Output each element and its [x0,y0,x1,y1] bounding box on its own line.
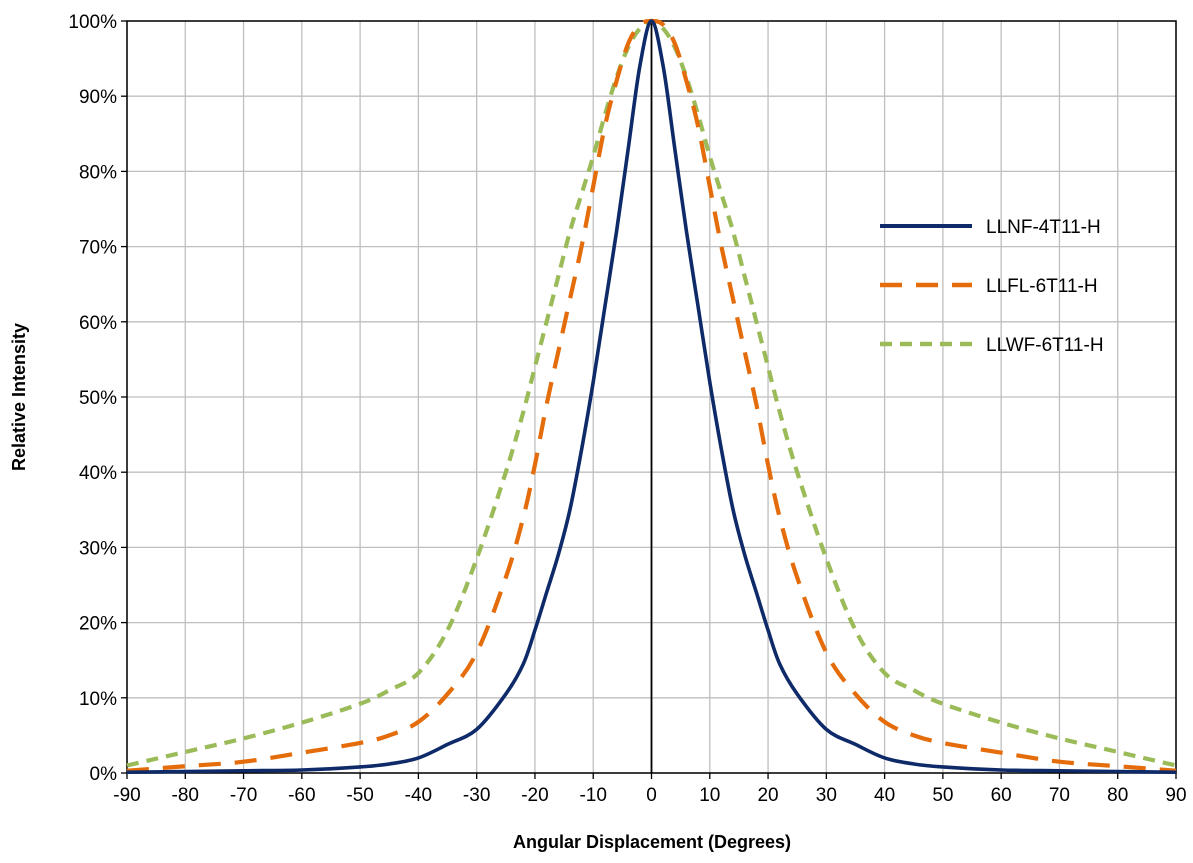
axes [121,20,1177,779]
x-tick-label: -70 [230,785,257,806]
x-tick-label: 40 [874,785,895,806]
y-tick-label: 20% [79,614,117,635]
y-tick-label: 10% [79,689,117,710]
series-line-llnf-4t11-h [126,19,1177,775]
x-tick-label: -60 [288,785,315,806]
x-tick-label: 10 [699,785,720,806]
x-tick-label: -30 [463,785,490,806]
x-tick-label: -40 [405,785,432,806]
tick-labels: -90 -80 -70 -60 -50 -40 -30 -20 -10 0 10 20 30 40 50 60… [68,12,1186,806]
y-tick-label: 50% [79,388,117,409]
x-tick-label: 30 [816,785,837,806]
y-tick-label: 60% [79,313,117,334]
x-tick-label: -90 [113,785,140,806]
legend-label: LLNF-4T11-H [986,217,1101,238]
x-axis-title: Angular Displacement (Degrees) [513,832,791,852]
x-tick-label: 60 [991,785,1012,806]
legend-label: LLWF-6T11-H [986,335,1104,356]
legend: LLNF-4T11-H LLFL-6T11-H LLWF-6T11-H [880,217,1104,356]
y-tick-label: 90% [79,87,117,108]
x-tick-label: -80 [172,785,199,806]
y-tick-label: 70% [79,238,117,259]
series-lines [126,18,1177,775]
y-tick-label: 80% [79,162,117,183]
y-tick-label: 0% [90,764,118,785]
x-tick-label: 80 [1107,785,1128,806]
legend-label: LLFL-6T11-H [986,276,1098,297]
y-tick-label: 100% [68,12,117,33]
x-tick-label: 0 [646,785,657,806]
x-tick-label: 70 [1049,785,1070,806]
x-tick-label: 20 [757,785,778,806]
x-tick-label: -10 [579,785,606,806]
y-axis-title: Relative Intensity [9,323,29,471]
x-tick-label: 50 [932,785,953,806]
x-tick-label: -50 [346,785,373,806]
y-tick-label: 30% [79,538,117,559]
y-tick-label: 40% [79,463,117,484]
x-tick-label: -20 [521,785,548,806]
x-tick-label: 90 [1165,785,1186,806]
